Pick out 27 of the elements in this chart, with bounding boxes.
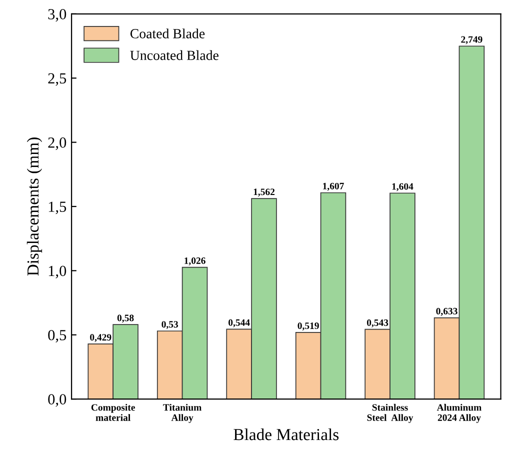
legend-label: Coated Blade (130, 28, 205, 38)
x-tick-label: Titanium Alloy (163, 404, 202, 423)
legend-label: Uncoated Blade (130, 50, 218, 60)
y-tick-label: 0,5 (48, 330, 66, 343)
data-label: 0,544 (228, 319, 250, 328)
x-tick-label: Composite material (91, 404, 135, 421)
y-tick-label: 2,0 (48, 137, 66, 150)
data-label: 0,58 (117, 314, 134, 323)
x-tick-label: Aluminum 2024 Alloy (436, 404, 482, 423)
data-label: 0,53 (162, 321, 178, 330)
y-tick-label: 3,0 (48, 9, 66, 22)
x-axis-title: Blade Materials (234, 428, 339, 440)
data-label: 0,519 (298, 322, 319, 330)
data-label: 1,604 (392, 183, 414, 192)
y-axis-title: Displacements (mm) (26, 138, 42, 276)
y-tick-label: 1,0 (48, 266, 66, 278)
x-tick-label: Stainless Steel Alloy (367, 404, 414, 423)
data-label: 1,562 (254, 188, 275, 197)
data-label: 1,607 (323, 182, 344, 191)
y-tick-label: 0,0 (48, 394, 66, 407)
y-tick-label: 1,5 (48, 202, 66, 214)
y-tick-label: 2,5 (48, 73, 66, 86)
data-label: 2,749 (461, 36, 482, 44)
data-label: 1,026 (184, 257, 206, 266)
data-label: 0,543 (366, 319, 388, 328)
data-label: 0,633 (436, 308, 458, 316)
data-label: 0,429 (90, 334, 112, 342)
